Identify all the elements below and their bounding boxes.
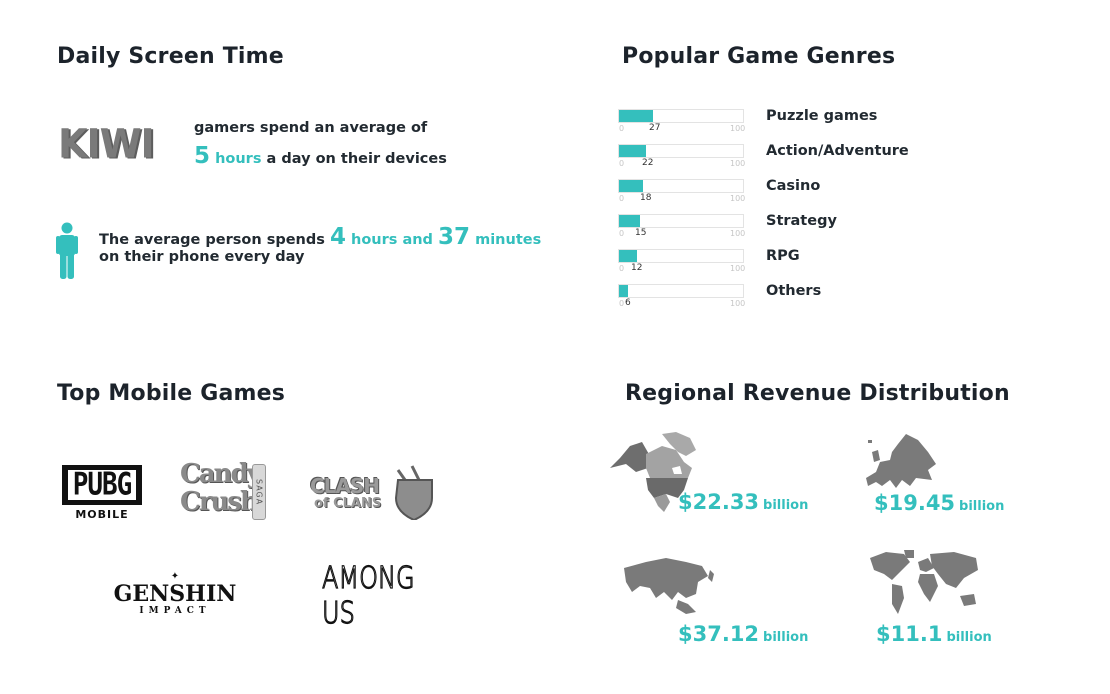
revenue-rest-of-world: $11.1 billion: [876, 622, 992, 646]
bar-track: [618, 179, 744, 193]
shield-icon: [394, 465, 433, 520]
person-stat-line1: The average person spends 4 hours and 37…: [99, 224, 542, 250]
world-map-icon: [870, 550, 978, 614]
revenue-north-america: $22.33 billion: [678, 490, 809, 514]
genre-value: 18: [640, 193, 652, 203]
star-icon: ✦: [170, 571, 180, 582]
genre-value: 27: [649, 123, 661, 133]
genre-row: 0 27 100 Puzzle games: [618, 108, 878, 133]
genre-value: 22: [642, 158, 654, 168]
genre-row: 0 22 100 Action/Adventure: [618, 143, 909, 168]
kiwi-logo: KIWI: [58, 120, 155, 168]
genre-value: 15: [635, 228, 647, 238]
genshin-impact-logo: ✦ GENSHIN IMPACT: [113, 571, 237, 617]
bar-fill: [619, 145, 646, 157]
bar-fill: [619, 110, 653, 122]
bar-fill: [619, 215, 640, 227]
asia-map-icon: [624, 558, 714, 614]
person-minutes-number: 37: [438, 224, 471, 250]
person-icon: [56, 222, 78, 279]
kiwi-stat-line1: gamers spend an average of: [194, 120, 428, 136]
genre-label: Action/Adventure: [766, 143, 909, 159]
genre-row: 0 12 100 RPG: [618, 248, 800, 273]
genre-value: 6: [625, 298, 631, 308]
popular-genres-title: Popular Game Genres: [622, 44, 896, 69]
clash-of-clans-logo: CLASH of CLANS: [308, 462, 436, 522]
bar-track: [618, 109, 744, 123]
genre-row: 0 18 100 Casino: [618, 178, 821, 203]
bar-fill: [619, 250, 637, 262]
kiwi-stat-line2: 5 hours a day on their devices: [194, 143, 447, 169]
person-stat-line2: on their phone every day: [99, 249, 305, 265]
genre-label: Puzzle games: [766, 108, 878, 124]
genre-label: RPG: [766, 248, 800, 264]
genre-value: 12: [631, 263, 643, 273]
north-america-map-icon: [610, 432, 696, 512]
genre-row: 0 15 100 Strategy: [618, 213, 837, 238]
bar-track: [618, 284, 744, 298]
kiwi-stat-rest: a day on their devices: [266, 151, 447, 167]
revenue-europe: $19.45 billion: [874, 491, 1005, 515]
top-games-title: Top Mobile Games: [57, 381, 286, 406]
person-hours-number: 4: [329, 224, 346, 250]
daily-screen-time-title: Daily Screen Time: [57, 44, 284, 69]
pubg-mobile-logo: PUBG MOBILE: [58, 461, 146, 525]
bar-track: [618, 214, 744, 228]
kiwi-hours-number: 5: [194, 143, 211, 169]
bar-fill: [619, 180, 643, 192]
bar-track: [618, 144, 744, 158]
kiwi-hours-unit: hours: [215, 151, 262, 167]
among-us-logo: AMONG US: [321, 560, 415, 631]
genre-label: Others: [766, 283, 822, 299]
bar-fill: [619, 285, 628, 297]
candy-crush-saga-logo: Candy Crush SAGA: [180, 460, 268, 524]
europe-map-icon: [866, 434, 936, 488]
regional-revenue-title: Regional Revenue Distribution: [625, 381, 1010, 406]
genre-label: Strategy: [766, 213, 837, 229]
genre-label: Casino: [766, 178, 821, 194]
genre-row: 0 6 100 Others: [618, 283, 822, 308]
revenue-asia: $37.12 billion: [678, 622, 809, 646]
bar-track: [618, 249, 744, 263]
